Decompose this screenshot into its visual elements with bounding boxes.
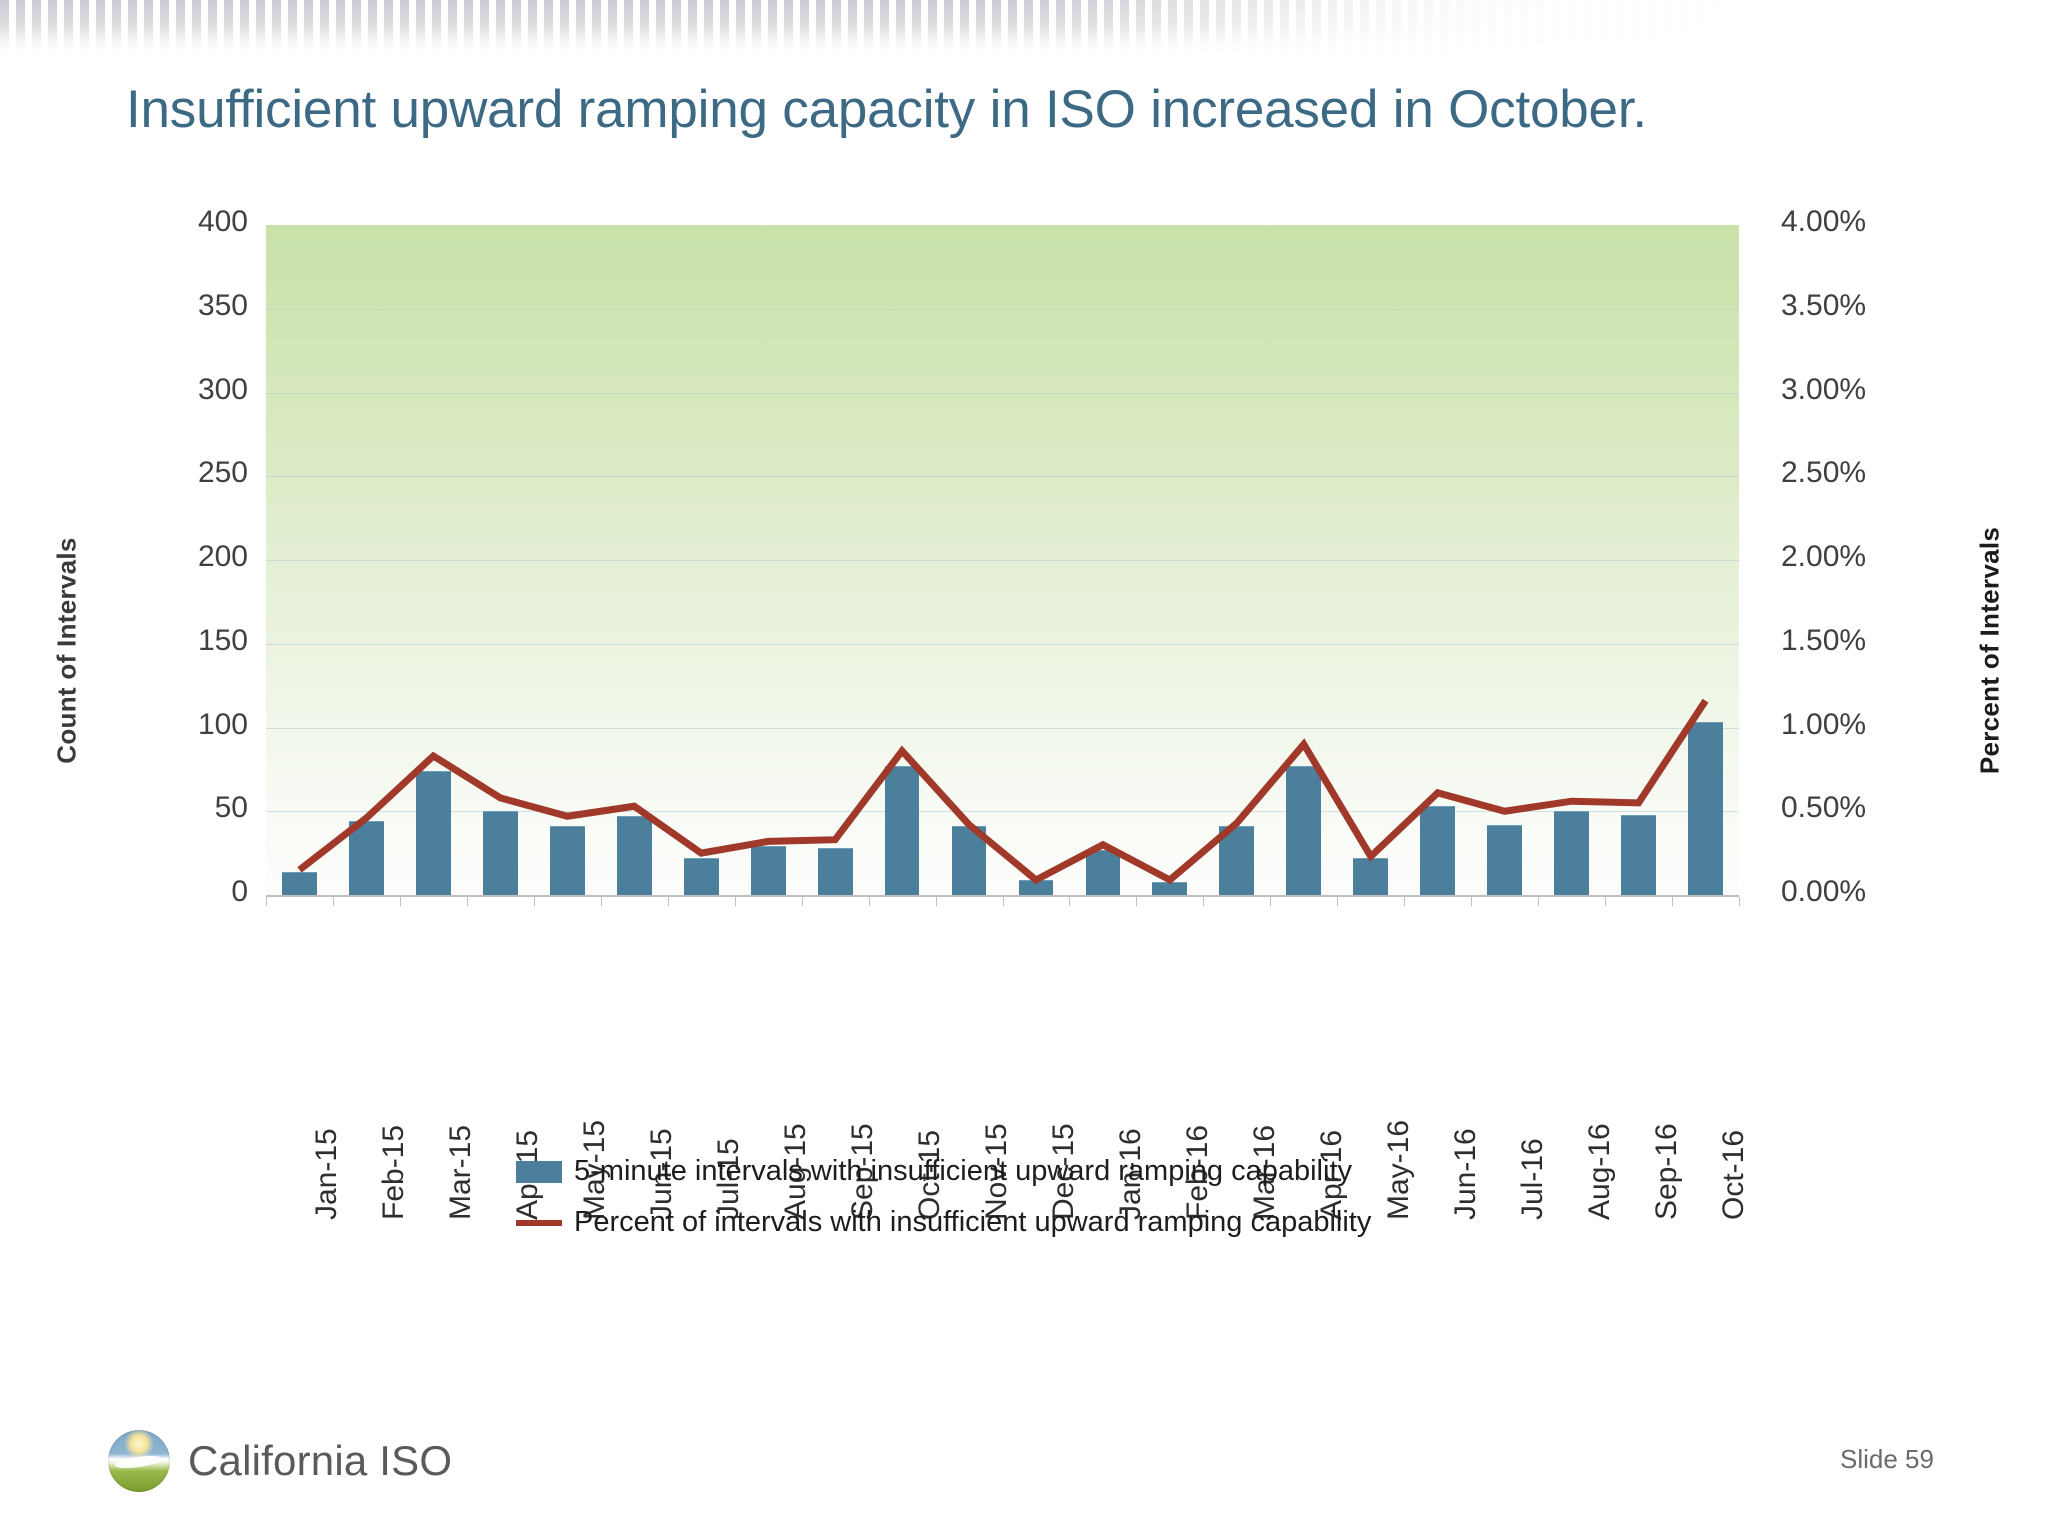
bar (817, 848, 853, 895)
bar (1152, 881, 1188, 895)
y-axis-right-tick: 3.00% (1781, 372, 1867, 406)
x-axis-tick-mark (1739, 897, 1740, 906)
x-axis-tick-mark (266, 897, 267, 906)
bar (1487, 824, 1523, 895)
y-axis-right-tick: 0.00% (1781, 875, 1867, 908)
y-axis-left-tick: 250 (197, 456, 248, 490)
gridline (266, 643, 1739, 645)
caiso-sun-icon (108, 1430, 170, 1492)
x-axis-tick-mark (868, 897, 870, 906)
chart-container: Count of Intervals Percent of Intervals … (0, 205, 2048, 1220)
y-axis-right-title: Percent of Intervals (1974, 526, 2005, 775)
gridline (266, 560, 1739, 561)
y-axis-right-tick: 0.50% (1781, 791, 1867, 825)
bar (1286, 766, 1322, 895)
y-axis-left-tick: 200 (197, 540, 248, 573)
y-axis-right-tick: 1.50% (1781, 623, 1867, 657)
x-axis-tick-mark (935, 897, 937, 906)
y-axis-left-tick: 100 (197, 707, 248, 741)
x-axis-tick-mark (1270, 897, 1272, 906)
y-axis-left-tick: 50 (214, 791, 248, 825)
x-axis-tick-mark (734, 897, 736, 906)
legend-item-line: Percent of intervals with insufficient u… (0, 1206, 2048, 1239)
y-axis-left-tick: 0 (231, 875, 248, 908)
gridline (266, 727, 1739, 729)
legend-line-label: Percent of intervals with insufficient u… (574, 1206, 1372, 1238)
y-axis-left-tick: 350 (197, 288, 248, 322)
bar (951, 826, 987, 895)
legend-bar-swatch-icon (516, 1160, 562, 1183)
x-axis-tick-mark (1404, 897, 1406, 906)
y-axis-right-tick: 1.00% (1781, 707, 1867, 741)
bar (683, 858, 719, 895)
bar (1420, 806, 1456, 895)
bar (750, 846, 786, 895)
x-axis-tick-mark (1672, 897, 1674, 906)
x-axis-tick-mark (1203, 897, 1205, 906)
bar (349, 821, 384, 895)
page-title: Insufficient upward ramping capacity in … (126, 80, 1647, 139)
gridline (266, 476, 1739, 478)
california-iso-logo: California ISO (108, 1430, 452, 1492)
gridline (266, 392, 1739, 394)
gridline (266, 308, 1739, 310)
y-axis-right-tick: 2.50% (1781, 456, 1867, 490)
x-axis-tick-mark (1471, 897, 1473, 906)
y-axis-left-tick: 400 (197, 205, 248, 238)
y-axis-right-tick: 2.00% (1781, 540, 1867, 573)
legend-item-bar: 5-minute intervals with insufficient upw… (0, 1155, 2048, 1188)
y-axis-left-title: Count of Intervals (51, 537, 82, 764)
bar (1219, 826, 1255, 895)
slide-number: Slide 59 (1840, 1444, 1934, 1474)
decorative-checker-band (0, 0, 2048, 62)
bar (482, 811, 518, 895)
x-axis-tick-mark (667, 897, 669, 906)
y-axis-left-tick: 300 (197, 372, 248, 406)
bar (549, 826, 585, 895)
x-axis-tick-mark (801, 897, 803, 906)
x-axis-tick-mark (533, 897, 535, 906)
x-axis-tick-mark (1538, 897, 1540, 906)
logo-text: California ISO (188, 1437, 453, 1484)
y-axis-left-tick: 150 (197, 623, 248, 657)
bar (884, 766, 920, 895)
x-axis-tick-mark (1337, 897, 1339, 906)
y-axis-right-tick: 4.00% (1781, 205, 1867, 238)
x-axis-tick-mark (1069, 897, 1071, 906)
bar (282, 871, 317, 895)
y-axis-right-tick: 3.50% (1781, 288, 1867, 322)
legend-bar-label: 5-minute intervals with insufficient upw… (574, 1155, 1353, 1187)
x-axis-tick-mark (600, 897, 602, 906)
x-axis-tick-mark (1002, 897, 1004, 906)
bar (1353, 858, 1389, 895)
x-axis-tick-mark (466, 897, 468, 906)
bar (1554, 811, 1590, 895)
legend-line-swatch-icon (516, 1219, 562, 1226)
bar (1621, 814, 1656, 895)
x-axis-tick-mark (1605, 897, 1607, 906)
bar (415, 771, 451, 895)
x-axis-tick-mark (332, 897, 334, 906)
x-axis-tick-mark (399, 897, 401, 906)
plot-area (266, 225, 1739, 896)
bar (1018, 879, 1054, 895)
x-axis-tick-mark (1136, 897, 1138, 906)
x-axis-baseline (266, 895, 1739, 897)
bar (1085, 849, 1121, 895)
chart-legend: 5-minute intervals with insufficient upw… (0, 1155, 2048, 1257)
bar (616, 816, 652, 895)
bar (1688, 722, 1723, 895)
